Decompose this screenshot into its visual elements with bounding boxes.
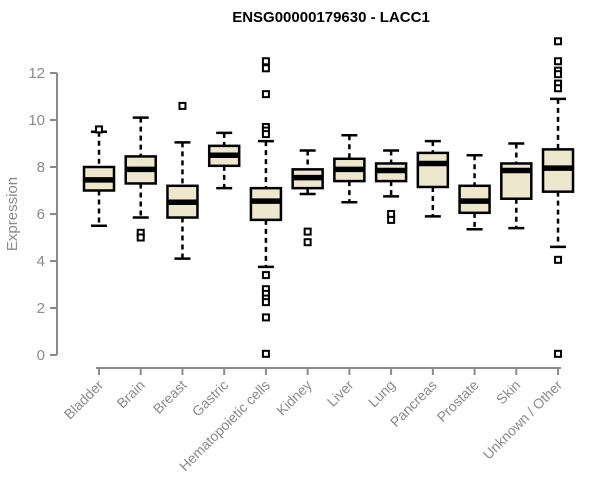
box-prostate bbox=[458, 154, 491, 231]
outlier-point bbox=[95, 125, 103, 134]
x-tick-label: Unknown / Other bbox=[480, 377, 566, 463]
outlier-point bbox=[261, 90, 270, 99]
y-tick-label: 2 bbox=[37, 300, 45, 317]
iqr-box bbox=[416, 151, 450, 189]
y-axis: 0 2 4 6 8 10 12 bbox=[28, 65, 58, 364]
outlier-point bbox=[554, 57, 563, 66]
outlier-point bbox=[387, 215, 396, 224]
outlier-point bbox=[261, 130, 270, 139]
box-breast bbox=[166, 101, 199, 260]
outlier-point bbox=[261, 64, 270, 73]
x-tick-label: Skin bbox=[493, 377, 524, 408]
outlier-point bbox=[554, 84, 563, 93]
x-tick-label: Kidney bbox=[273, 377, 315, 419]
y-tick-label: 6 bbox=[37, 206, 45, 223]
x-tick-label: Prostate bbox=[434, 377, 482, 425]
outlier-point bbox=[261, 271, 270, 280]
outlier-point bbox=[554, 70, 563, 79]
box-bladder bbox=[82, 125, 116, 227]
box-unknown-other bbox=[541, 37, 575, 358]
box-hematopoietic-cells bbox=[249, 57, 283, 358]
y-tick-label: 12 bbox=[28, 65, 45, 82]
outlier-point bbox=[303, 227, 312, 236]
box-kidney bbox=[291, 149, 324, 247]
outlier-point bbox=[261, 313, 270, 322]
x-tick-label: Liver bbox=[324, 377, 357, 410]
box-skin bbox=[500, 142, 533, 230]
outlier-point bbox=[303, 238, 312, 247]
boxplot-series bbox=[82, 37, 575, 358]
x-tick-label: Bladder bbox=[61, 377, 107, 423]
outlier-point bbox=[261, 298, 270, 307]
y-tick-label: 4 bbox=[37, 253, 45, 270]
y-axis-title: Expression bbox=[4, 177, 21, 251]
iqr-box bbox=[249, 186, 283, 222]
outlier-point bbox=[554, 37, 563, 46]
box-pancreas bbox=[416, 139, 450, 218]
x-tick-label: Lung bbox=[365, 377, 398, 410]
y-tick-label: 8 bbox=[37, 159, 45, 176]
outlier-point bbox=[554, 349, 563, 358]
y-tick-label: 0 bbox=[37, 347, 45, 364]
chart-title: ENSG00000179630 - LACC1 bbox=[232, 9, 430, 26]
outlier-point bbox=[554, 255, 563, 264]
outlier-point bbox=[261, 349, 270, 358]
box-lung bbox=[374, 149, 408, 224]
box-brain bbox=[124, 116, 157, 242]
outlier-point bbox=[178, 101, 187, 110]
box-gastric bbox=[207, 131, 241, 190]
x-tick-label: Breast bbox=[150, 377, 190, 417]
box-liver bbox=[333, 134, 366, 204]
outlier-point bbox=[136, 233, 145, 242]
outlier-point bbox=[261, 57, 270, 66]
y-tick-label: 10 bbox=[28, 112, 45, 129]
x-tick-label: Brain bbox=[113, 377, 147, 411]
